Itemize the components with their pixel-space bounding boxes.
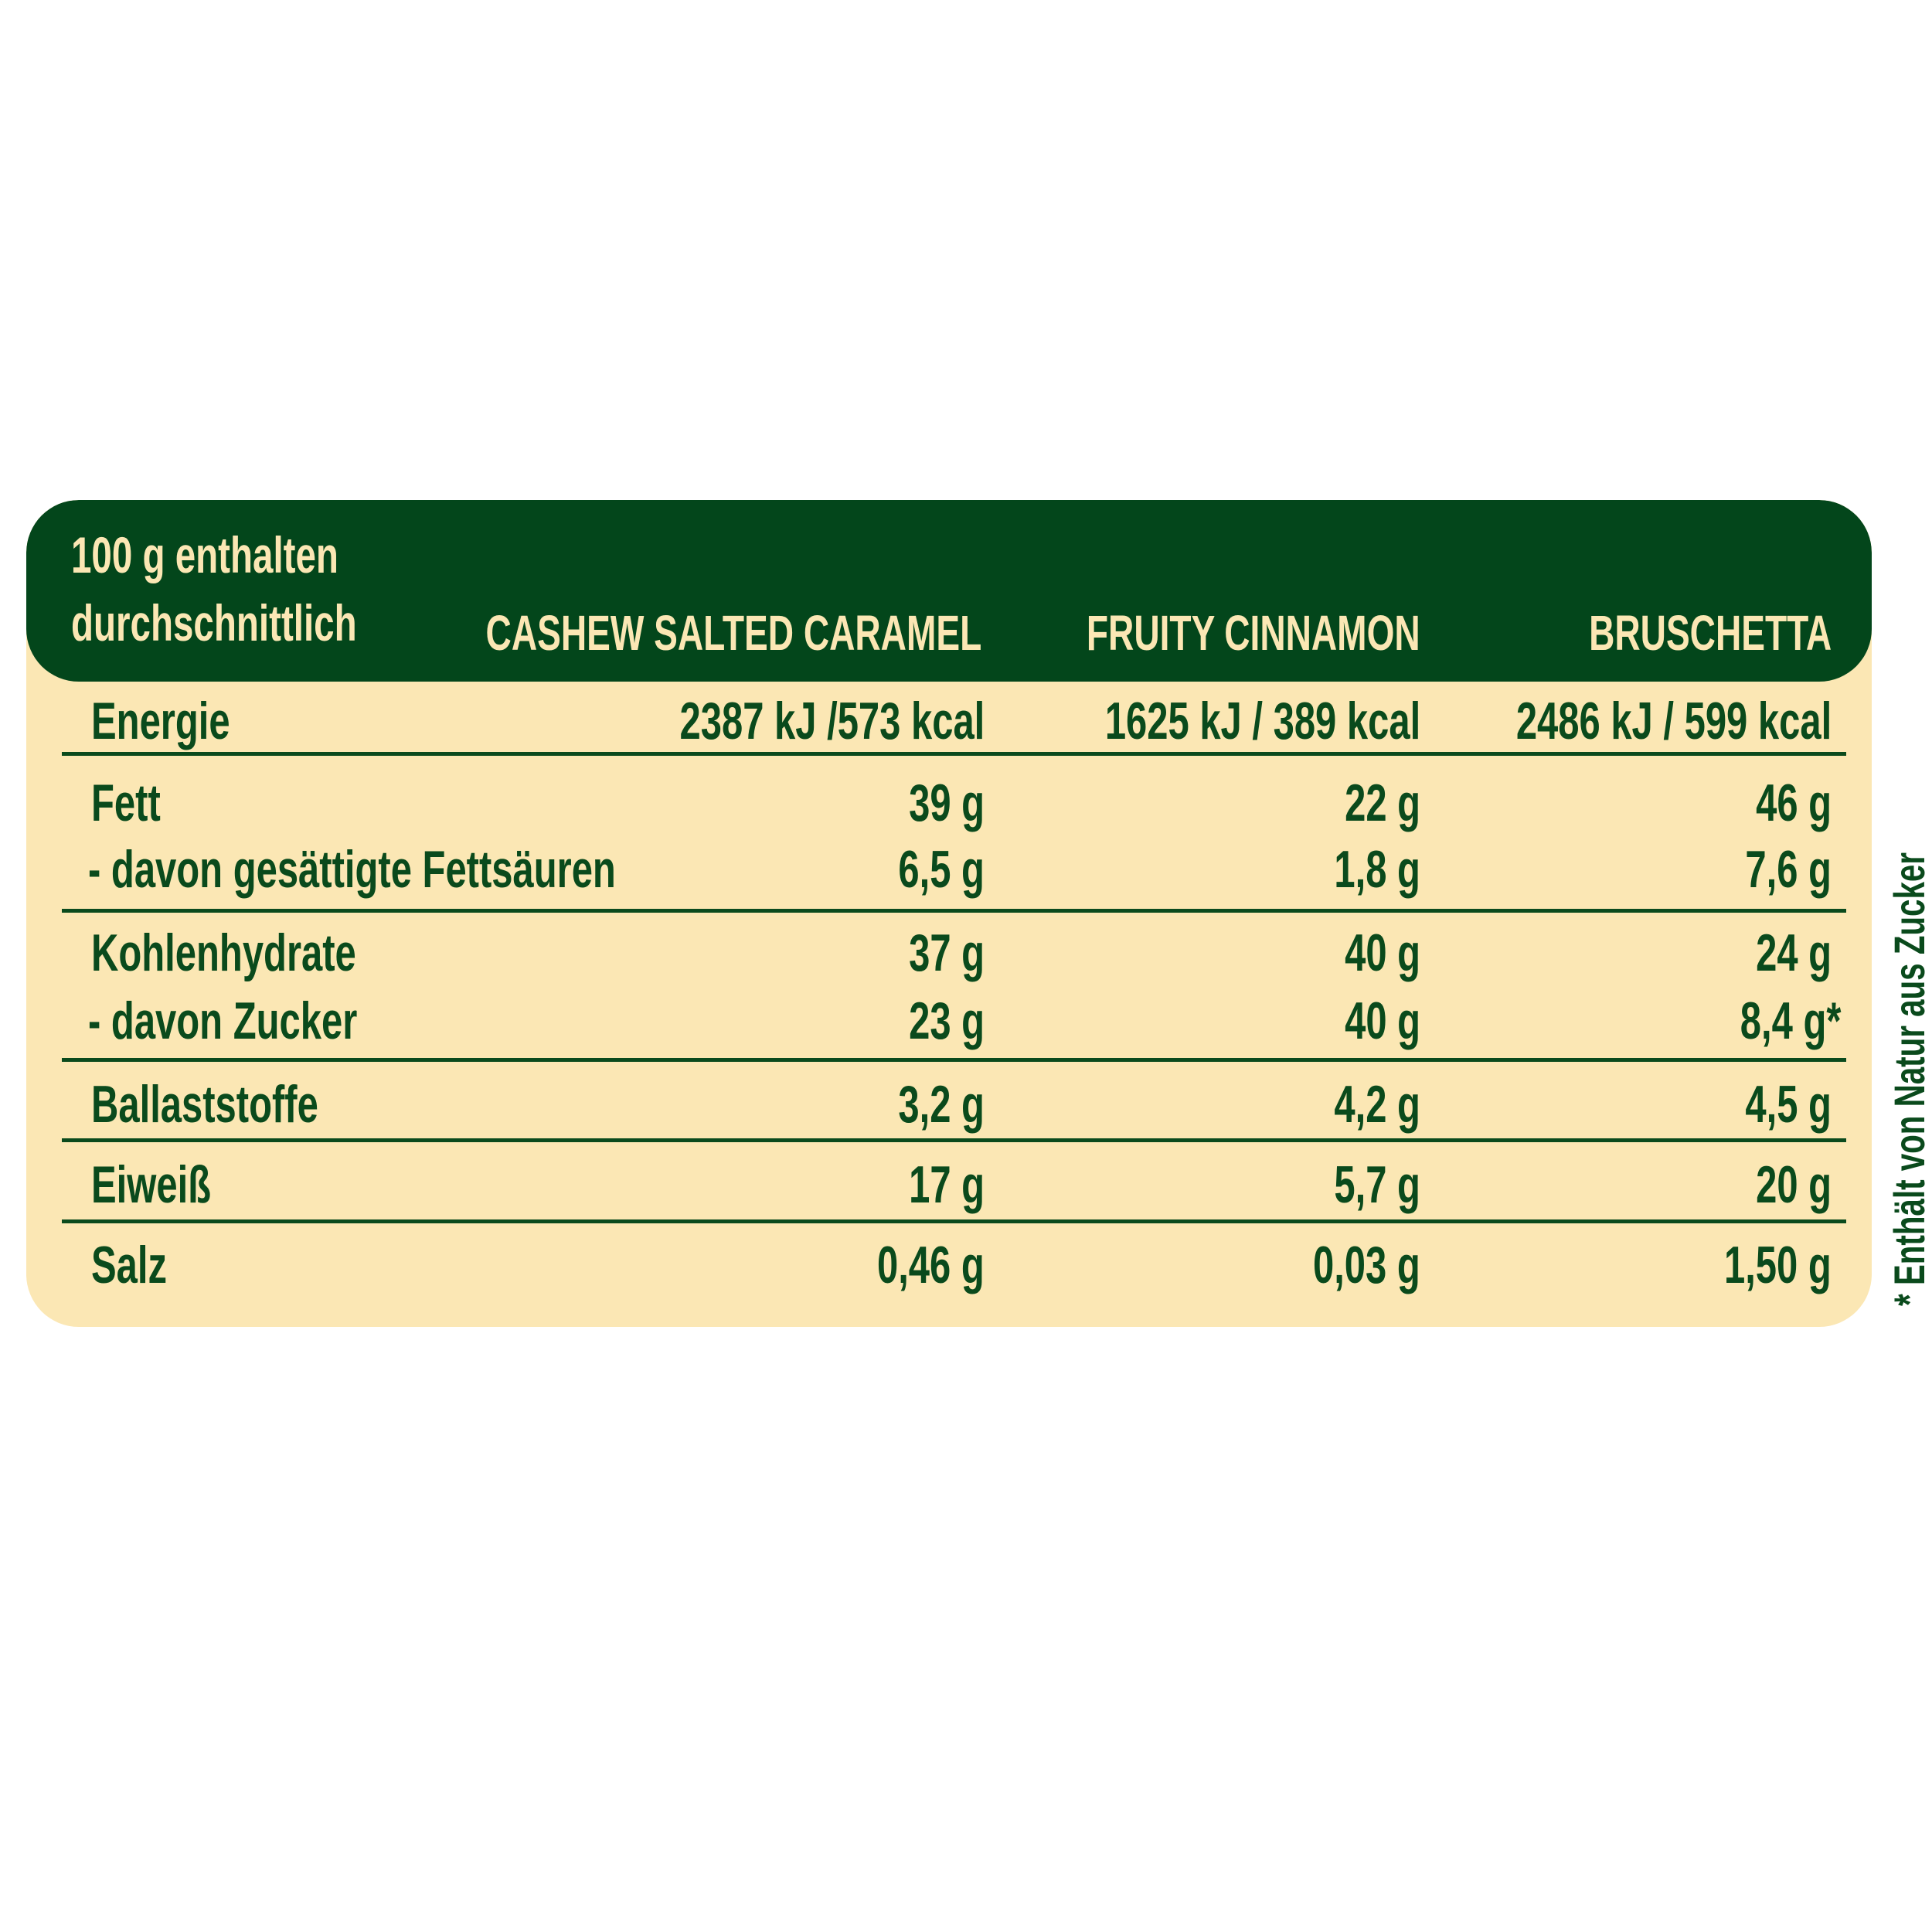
- value-saturated-fat-bruschetta: 7,6 g: [1745, 840, 1832, 899]
- table-header: 100 g enthalten durchschnittlich CASHEW …: [26, 500, 1872, 682]
- value-ballaststoffe-fruity: 4,2 g: [1334, 1075, 1420, 1134]
- value-energie-fruity: 1625 kJ / 389 kcal: [1104, 692, 1420, 750]
- value-saturated-fat-fruity: 1,8 g: [1334, 840, 1420, 899]
- row-divider: [62, 1138, 1846, 1142]
- row-label-zucker: - davon Zucker: [88, 992, 358, 1050]
- value-eiweiss-bruschetta: 20 g: [1756, 1155, 1832, 1214]
- value-zucker-fruity: 40 g: [1345, 992, 1420, 1050]
- header-label-line1: 100 g enthalten: [71, 526, 338, 583]
- value-eiweiss-fruity: 5,7 g: [1334, 1155, 1420, 1214]
- row-label-energie: Energie: [91, 692, 230, 750]
- row-label-saturated-fat: - davon gesättigte Fettsäuren: [88, 840, 616, 899]
- value-energie-cashew: 2387 kJ /573 kcal: [679, 692, 985, 750]
- value-saturated-fat-cashew: 6,5 g: [898, 840, 985, 899]
- footnote-sugar: * Enthält von Natur aus Zucker: [1885, 852, 1932, 1306]
- nutrition-table: 100 g enthalten durchschnittlich CASHEW …: [26, 500, 1872, 1327]
- value-kohlenhydrate-fruity: 40 g: [1345, 923, 1420, 982]
- row-label-kohlenhydrate: Kohlenhydrate: [91, 923, 356, 982]
- row-divider: [62, 1219, 1846, 1223]
- row-label-eiweiss: Eiweiß: [91, 1155, 212, 1214]
- column-header-cashew: CASHEW SALTED CARAMEL: [485, 605, 981, 661]
- value-salz-bruschetta: 1,50 g: [1724, 1236, 1832, 1294]
- row-divider: [62, 909, 1846, 913]
- row-label-fett: Fett: [91, 774, 161, 832]
- row-divider: [62, 1058, 1846, 1062]
- row-label-salz: Salz: [91, 1236, 167, 1294]
- value-ballaststoffe-cashew: 3,2 g: [898, 1075, 985, 1134]
- row-divider: [62, 752, 1846, 756]
- row-label-ballaststoffe: Ballaststoffe: [91, 1075, 318, 1134]
- column-header-fruity: FRUITY CINNAMON: [1087, 605, 1420, 661]
- value-fett-cashew: 39 g: [909, 774, 985, 832]
- value-salz-fruity: 0,03 g: [1313, 1236, 1420, 1294]
- value-ballaststoffe-bruschetta: 4,5 g: [1745, 1075, 1832, 1134]
- value-zucker-bruschetta: 8,4 g*: [1740, 992, 1841, 1050]
- value-kohlenhydrate-bruschetta: 24 g: [1756, 923, 1832, 982]
- value-eiweiss-cashew: 17 g: [909, 1155, 985, 1214]
- value-energie-bruschetta: 2486 kJ / 599 kcal: [1515, 692, 1832, 750]
- column-header-bruschetta: BRUSCHETTA: [1588, 605, 1832, 661]
- header-label-line2: durchschnittlich: [71, 594, 357, 651]
- value-salz-cashew: 0,46 g: [877, 1236, 985, 1294]
- value-zucker-cashew: 23 g: [909, 992, 985, 1050]
- value-kohlenhydrate-cashew: 37 g: [909, 923, 985, 982]
- value-fett-bruschetta: 46 g: [1756, 774, 1832, 832]
- value-fett-fruity: 22 g: [1345, 774, 1420, 832]
